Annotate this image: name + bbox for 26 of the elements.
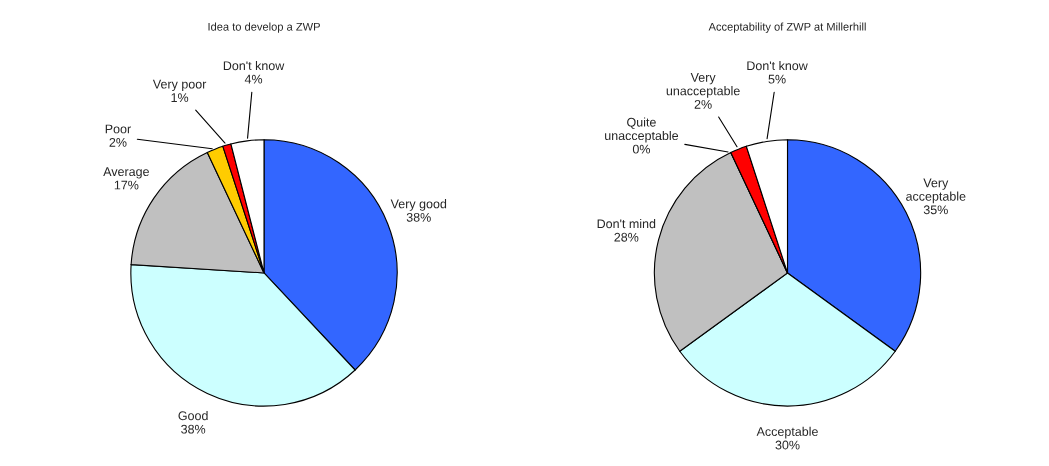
- slice-label: Very acceptable: [906, 178, 966, 204]
- chart-title: Acceptability of ZWP at Millerhill: [708, 22, 866, 33]
- data-label: 30%: [775, 440, 800, 450]
- slice-label: Average: [103, 167, 149, 179]
- data-label: 4%: [244, 74, 263, 84]
- data-label: 35%: [923, 205, 948, 215]
- chart-title: Idea to develop a ZWP: [208, 22, 320, 33]
- slice-label: Don't know: [223, 60, 285, 71]
- slice-label: Don't know: [747, 60, 808, 71]
- data-label: 2%: [694, 99, 712, 109]
- slice-label: Good: [178, 410, 208, 421]
- slice-label: Very unacceptable: [666, 73, 740, 98]
- data-label: 38%: [181, 424, 206, 434]
- slice-label: Very poor: [152, 79, 207, 92]
- data-label: 1%: [171, 93, 189, 102]
- slice-label: Very good: [390, 199, 447, 211]
- data-label: 17%: [114, 180, 139, 190]
- slice-label: Poor: [105, 124, 131, 134]
- slice-label: Don't mind: [597, 219, 656, 229]
- slice-label: Acceptable: [756, 426, 818, 439]
- data-label: 5%: [768, 74, 786, 84]
- data-label: 38%: [406, 212, 431, 222]
- text: 0%: [632, 144, 651, 154]
- category-label: Quite unacceptable: [605, 117, 679, 143]
- data-label: 2%: [109, 137, 127, 147]
- data-label: 28%: [614, 232, 639, 242]
